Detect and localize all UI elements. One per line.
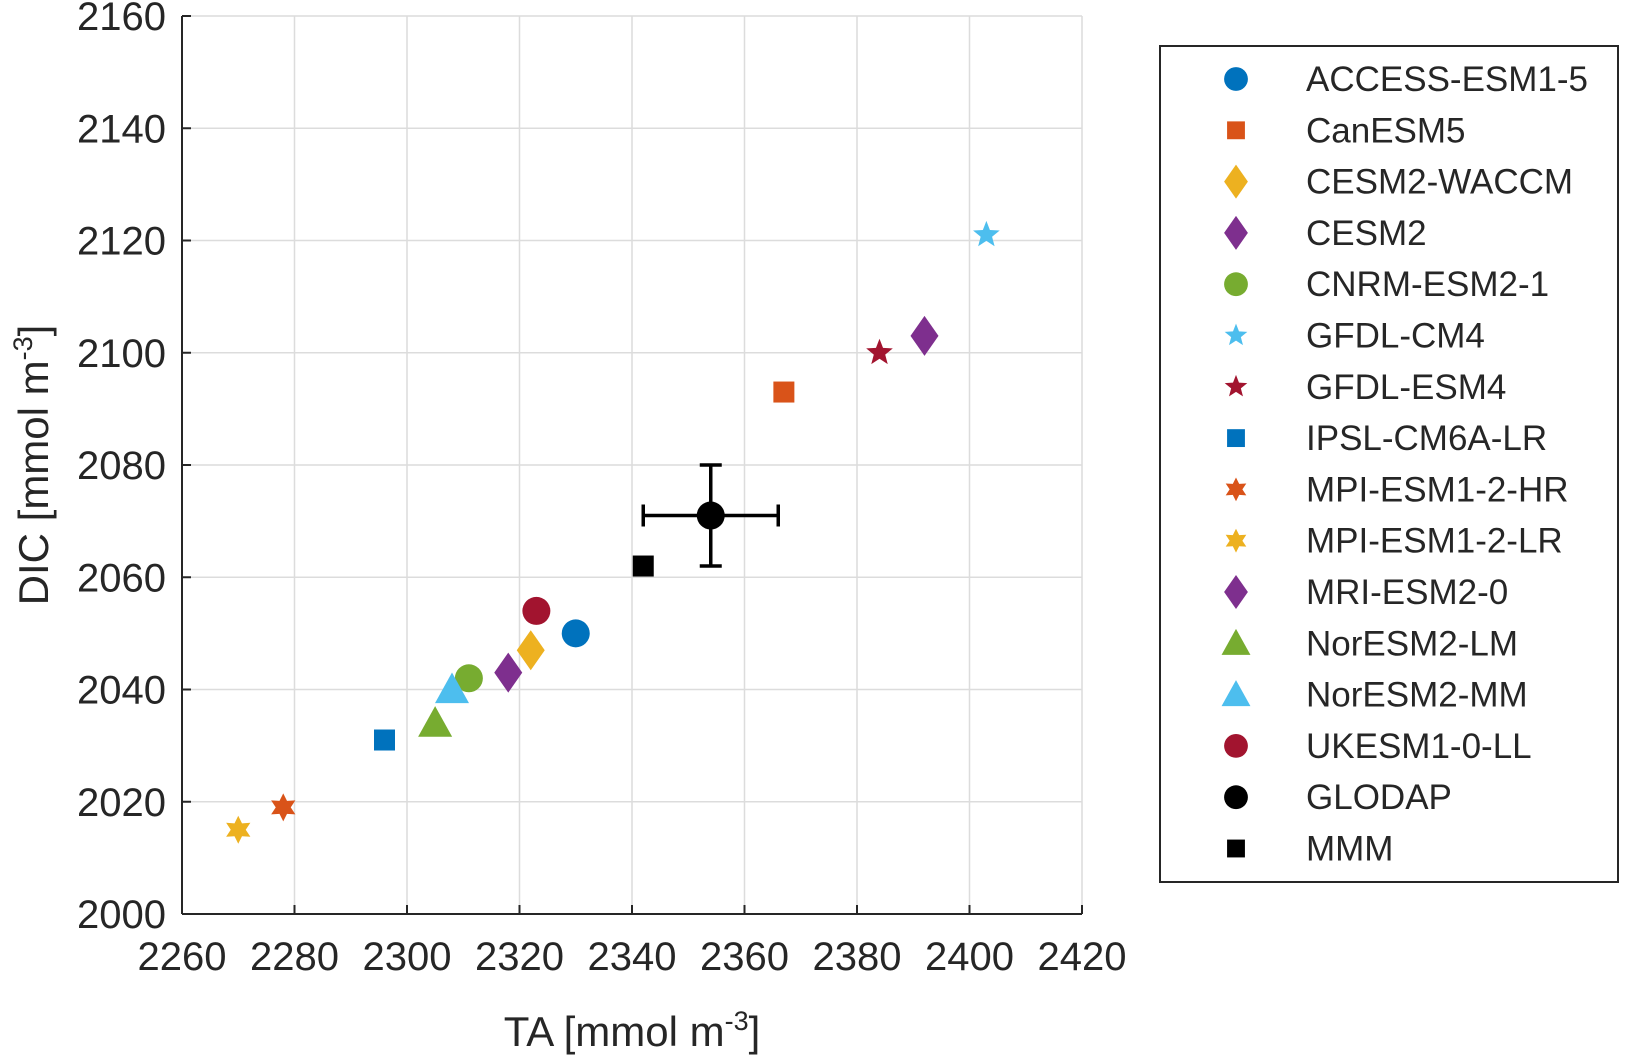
legend-item: CNRM-ESM2-1 [1224,265,1549,304]
x-tick-label: 2420 [1038,935,1127,979]
y-tick-label: 2040 [77,669,166,713]
point-access-esm1-5 [561,619,590,648]
legend-marker [1225,528,1247,553]
x-tick-label: 2380 [813,935,902,979]
point-cesm2-waccm [516,630,545,671]
legend-label: GFDL-CM4 [1306,317,1485,356]
x-tick-label: 2340 [588,935,677,979]
axes [181,15,1083,915]
legend-label: NorESM2-LM [1306,624,1518,663]
legend-item: GFDL-ESM4 [1224,368,1506,407]
x-tick-label: 2300 [363,935,452,979]
y-tick-label: 2080 [77,444,166,488]
legend-item: CanESM5 [1227,111,1466,150]
legend-label: MPI-ESM1-2-LR [1306,522,1563,561]
legend-item: ACCESS-ESM1-5 [1224,60,1588,99]
legend-item: GLODAP [1224,778,1452,817]
legend-marker [1224,272,1248,297]
x-tick-label: 2400 [925,935,1014,979]
legend: ACCESS-ESM1-5 CanESM5 CESM2-WACCM CESM2 CNRM… [1159,45,1619,883]
legend-marker [1227,839,1245,858]
legend-marker [1224,785,1248,810]
point-mmm [632,555,654,577]
legend-item: MPI-ESM1-2-HR [1225,470,1569,509]
y-tick-label: 2120 [77,220,166,264]
legend-item: NorESM2-MM [1221,676,1528,715]
point-cnrm-esm2-1 [454,664,483,693]
legend-label: ACCESS-ESM1-5 [1306,60,1588,99]
point-noresm2-mm [435,672,469,704]
legend-label: CESM2 [1306,214,1427,253]
legend-label: MPI-ESM1-2-HR [1306,470,1569,509]
legend-marker [1227,429,1245,448]
y-tick-label: 2140 [77,107,166,151]
grid [181,15,1083,915]
x-axis-label: TA [mmol m-3] [504,1006,761,1055]
legend-item: MPI-ESM1-2-LR [1225,522,1563,561]
legend-marker [1224,67,1248,91]
legend-marker [1221,628,1251,655]
legend-marker [1224,374,1248,397]
legend-label: MRI-ESM2-0 [1306,573,1508,612]
legend-label: MMM [1306,830,1393,869]
legend-marker [1224,215,1248,250]
legend-label: GFDL-ESM4 [1306,368,1506,407]
point-ipsl-cm6a-lr [374,729,395,751]
point-cesm2 [910,315,939,356]
legend-marker [1224,575,1248,609]
y-tick-label: 2160 [77,0,166,39]
legend-marker [1227,121,1245,140]
legend-marker [1224,323,1248,346]
point-canesm5 [773,381,795,403]
legend-label: NorESM2-MM [1306,676,1528,715]
x-tick-label: 2260 [138,935,227,979]
legend-marker [1221,680,1251,707]
tick-labels: 2260 2280 2300 2320 2340 2360 2380 2400 2420 2000… [77,0,1126,979]
point-glodap [696,501,725,530]
legend-label: CESM2-WACCM [1306,163,1573,202]
y-tick-label: 2100 [77,332,166,376]
data-points [226,220,1000,844]
legend-label: CanESM5 [1306,111,1466,150]
legend-label: CNRM-ESM2-1 [1306,265,1549,304]
y-axis-label: DIC [mmol m-3] [8,325,57,606]
x-tick-label: 2320 [475,935,564,979]
legend-label: IPSL-CM6A-LR [1306,419,1547,458]
legend-marker [1225,477,1247,502]
point-mpi-esm1-2-hr [271,793,296,822]
legend-item: MRI-ESM2-0 [1224,573,1508,612]
point-mpi-esm1-2-lr [226,815,251,844]
point-mri-esm2-0 [494,652,523,693]
point-ukesm1-0-ll [522,596,551,625]
y-tick-label: 2020 [77,781,166,825]
legend-item: MMM [1227,830,1393,869]
point-noresm2-lm [418,706,453,737]
legend-item: NorESM2-LM [1221,624,1518,663]
legend-label: UKESM1-0-LL [1306,727,1532,766]
legend-marker [1224,164,1248,199]
legend-item: CESM2 [1224,214,1427,253]
legend-item: CESM2-WACCM [1224,163,1573,202]
y-tick-label: 2060 [77,556,166,600]
legend-label: GLODAP [1306,778,1452,817]
y-tick-label: 2000 [77,893,166,937]
legend-item: GFDL-CM4 [1224,317,1485,356]
legend-marker [1224,734,1248,758]
x-tick-label: 2280 [250,935,339,979]
legend-item: UKESM1-0-LL [1224,727,1532,766]
point-gfdl-cm4 [973,220,1000,247]
legend-item: IPSL-CM6A-LR [1227,419,1547,458]
x-tick-label: 2360 [700,935,789,979]
point-gfdl-esm4 [866,338,893,365]
